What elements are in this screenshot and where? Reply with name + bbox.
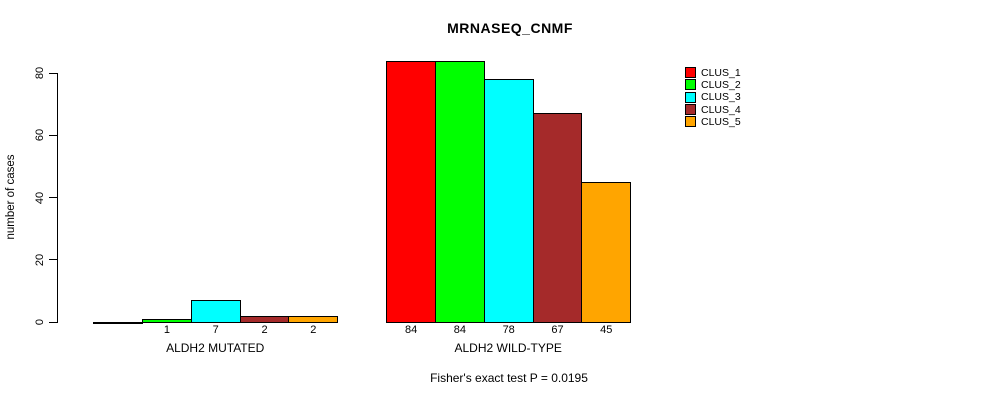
bar-value-label: 7 — [212, 324, 219, 336]
y-tick-label: 0 — [34, 318, 46, 326]
bar — [239, 315, 290, 323]
bar — [581, 181, 632, 323]
bar-value-label: 1 — [163, 324, 170, 336]
y-tick — [49, 321, 57, 323]
y-tick — [49, 197, 57, 198]
group-label: ALDH2 MUTATED — [166, 341, 265, 355]
y-tick-label: 20 — [34, 253, 46, 266]
y-tick — [49, 259, 57, 261]
legend-swatch — [685, 104, 696, 116]
bar-value-label: 84 — [453, 324, 467, 336]
y-tick-label: 40 — [34, 191, 46, 204]
bar-value-label: 2 — [261, 324, 268, 336]
bar — [483, 79, 534, 323]
legend-swatch — [685, 79, 696, 91]
legend-label: CLUS_5 — [701, 115, 741, 128]
bar — [142, 318, 192, 323]
group-label: ALDH2 WILD-TYPE — [454, 341, 562, 355]
legend-label: CLUS_1 — [701, 66, 741, 79]
y-tick-label: 80 — [34, 66, 46, 80]
bar — [93, 322, 143, 324]
bar — [435, 60, 485, 323]
legend-swatch — [685, 91, 696, 103]
bar — [532, 113, 583, 323]
legend-label: CLUS_4 — [701, 103, 741, 116]
annotation-text: Fisher's exact test P = 0.0195 — [430, 371, 588, 385]
bar — [386, 60, 436, 323]
bar-value-label: 84 — [404, 324, 418, 336]
y-tick — [49, 134, 57, 136]
y-axis-line — [57, 73, 58, 323]
chart-title: MRNASEQ_CNMF — [447, 20, 573, 36]
y-tick-label: 60 — [34, 129, 46, 142]
bar — [190, 300, 241, 323]
y-tick — [49, 72, 57, 74]
legend-label: CLUS_2 — [701, 78, 741, 91]
legend-label: CLUS_3 — [701, 91, 741, 104]
legend-swatch — [685, 116, 696, 128]
bar-value-label: 78 — [502, 324, 515, 336]
bar-value-label: 45 — [600, 324, 613, 336]
bar-value-label: 67 — [551, 324, 564, 336]
bar — [288, 315, 339, 323]
bar-value-label: 2 — [310, 324, 317, 336]
legend-swatch — [685, 67, 696, 78]
